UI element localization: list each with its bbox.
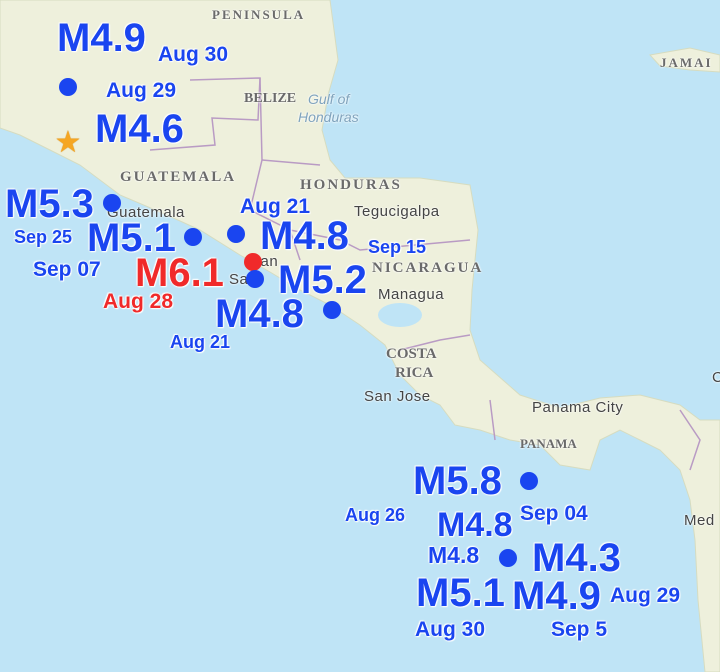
label-salvador: Sa <box>229 271 249 288</box>
magnitude-label: M4.8 <box>260 214 349 258</box>
magnitude-label: M4.9 <box>512 574 601 618</box>
label-guatemala-city: Guatemala <box>107 204 185 221</box>
magnitude-label: M5.2 <box>278 258 367 302</box>
label-gulf-of: Gulf of <box>308 91 350 107</box>
magnitude-label: M4.8 <box>215 292 304 336</box>
label-costa: COSTA <box>386 346 437 362</box>
date-label: Aug 30 <box>415 618 486 641</box>
date-label: Aug 29 <box>610 584 681 607</box>
quake-marker[interactable] <box>520 472 538 490</box>
date-label: Sep 04 <box>520 502 588 525</box>
label-edge-c: C <box>712 369 720 386</box>
date-label: Aug 21 <box>170 332 231 352</box>
date-label: Aug 21 <box>240 195 311 218</box>
magnitude-label: M5.3 <box>5 182 94 226</box>
date-label: Sep 15 <box>368 237 427 257</box>
label-panama-city: Panama City <box>532 399 624 416</box>
date-label-highlight: Aug 28 <box>103 290 174 313</box>
magnitude-label: M5.1 <box>87 216 176 260</box>
quake-marker[interactable] <box>499 549 517 567</box>
magnitude-label: M5.8 <box>413 459 502 503</box>
quake-marker[interactable] <box>227 225 245 243</box>
label-rica: RICA <box>395 365 434 381</box>
label-panama: PANAMA <box>520 436 577 451</box>
date-label: Sep 5 <box>551 618 608 641</box>
label-peninsula: PENINSULA <box>212 7 306 22</box>
date-label: Aug 26 <box>345 505 406 525</box>
quake-marker[interactable] <box>246 270 264 288</box>
label-managua: Managua <box>378 286 445 303</box>
magnitude-label: M4.9 <box>57 16 146 60</box>
label-tegucigalpa: Tegucigalpa <box>354 203 440 220</box>
magnitude-label: M4.6 <box>95 107 184 151</box>
label-nicaragua: NICARAGUA <box>372 260 484 276</box>
quake-marker[interactable] <box>103 194 121 212</box>
quake-marker[interactable] <box>59 78 77 96</box>
lake-nicaragua <box>378 303 422 327</box>
date-label: Aug 30 <box>158 43 229 66</box>
magnitude-label: M5.1 <box>416 571 505 615</box>
date-label: Sep 25 <box>14 227 73 247</box>
quake-marker[interactable] <box>184 228 202 246</box>
magnitude-label: M4.3 <box>532 536 621 580</box>
label-jamaica: JAMAI <box>660 55 713 70</box>
magnitude-label-highlight: M6.1 <box>135 251 224 295</box>
quake-marker[interactable] <box>323 301 341 319</box>
label-medellin: Med <box>684 512 715 529</box>
land-jamaica <box>649 47 720 73</box>
country-borders <box>149 77 701 471</box>
magnitude-label: M4.8 <box>437 506 513 544</box>
star-icon[interactable]: ★ <box>54 126 82 159</box>
label-san-jose: San Jose <box>364 388 431 405</box>
label-honduras-gulf: Honduras <box>298 109 359 125</box>
label-belize: BELIZE <box>244 91 297 106</box>
label-guatemala-country: GUATEMALA <box>120 169 237 185</box>
date-label: Aug 29 <box>106 79 177 102</box>
date-label: Sep 07 <box>33 258 101 281</box>
magnitude-label: M4.8 <box>428 542 480 568</box>
quake-marker-highlight[interactable] <box>244 253 262 271</box>
label-honduras: HONDURAS <box>300 177 402 193</box>
